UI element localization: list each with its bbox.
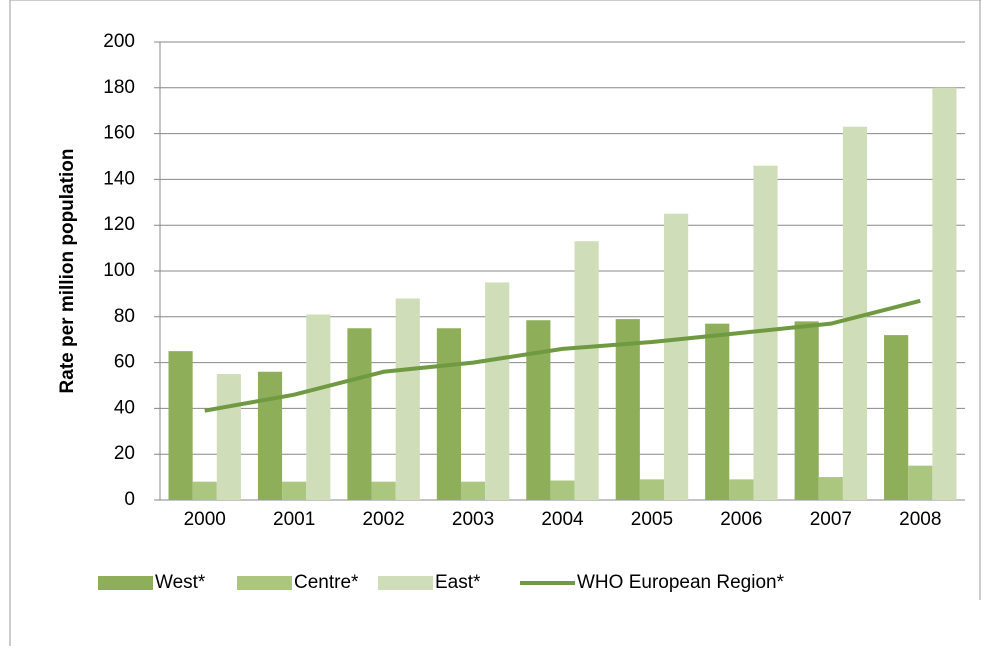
bar <box>257 371 283 500</box>
x-tick-label: 2002 <box>362 509 404 530</box>
x-tick-label: 2006 <box>720 509 762 530</box>
y-axis-label: Rate per million population <box>57 149 78 394</box>
legend-swatch <box>237 576 292 590</box>
x-tick-label: 2001 <box>273 509 315 530</box>
bar <box>460 481 486 500</box>
y-tick-label: 20 <box>114 443 135 464</box>
y-tick-label: 0 <box>124 489 135 510</box>
y-tick-label: 180 <box>103 77 135 98</box>
bar <box>574 241 599 501</box>
y-tick-label: 60 <box>114 352 135 373</box>
bar <box>932 87 957 501</box>
bar <box>395 298 420 500</box>
bar <box>168 351 193 500</box>
bar <box>371 481 396 500</box>
legend-swatch <box>98 576 153 590</box>
legend-label: Centre* <box>294 572 359 593</box>
legend-swatch <box>378 576 433 590</box>
y-tick-label: 200 <box>103 31 135 52</box>
bar <box>347 328 372 500</box>
bar <box>192 481 217 500</box>
x-tick-label: 2000 <box>184 509 226 530</box>
bar <box>526 320 551 500</box>
bar <box>908 465 933 500</box>
bar <box>436 328 461 500</box>
y-tick-label: 100 <box>103 260 135 281</box>
line <box>204 298 921 413</box>
bar <box>615 319 640 500</box>
legend-label: East* <box>435 572 481 593</box>
bar <box>794 321 819 500</box>
bar <box>705 323 730 500</box>
bar <box>664 213 689 500</box>
legend-label: West* <box>155 572 206 593</box>
y-tick-label: 120 <box>103 214 135 235</box>
bar <box>729 479 754 500</box>
bar <box>550 480 575 500</box>
bar <box>639 479 665 500</box>
bar <box>282 481 307 500</box>
y-tick-label: 80 <box>114 306 135 327</box>
bar <box>306 314 331 500</box>
x-tick-label: 2008 <box>899 509 941 530</box>
bar <box>884 335 909 500</box>
bar <box>485 282 510 500</box>
y-tick-label: 40 <box>114 397 135 418</box>
x-tick-label: 2007 <box>810 509 852 530</box>
legend-label: WHO European Region* <box>577 572 785 593</box>
bar <box>216 374 241 500</box>
bar <box>818 477 843 500</box>
y-tick-label: 140 <box>103 168 135 189</box>
y-tick-label: 160 <box>103 123 135 144</box>
x-tick-label: 2004 <box>541 509 584 530</box>
x-tick-label: 2005 <box>631 509 673 530</box>
x-tick-label: 2003 <box>452 509 494 530</box>
